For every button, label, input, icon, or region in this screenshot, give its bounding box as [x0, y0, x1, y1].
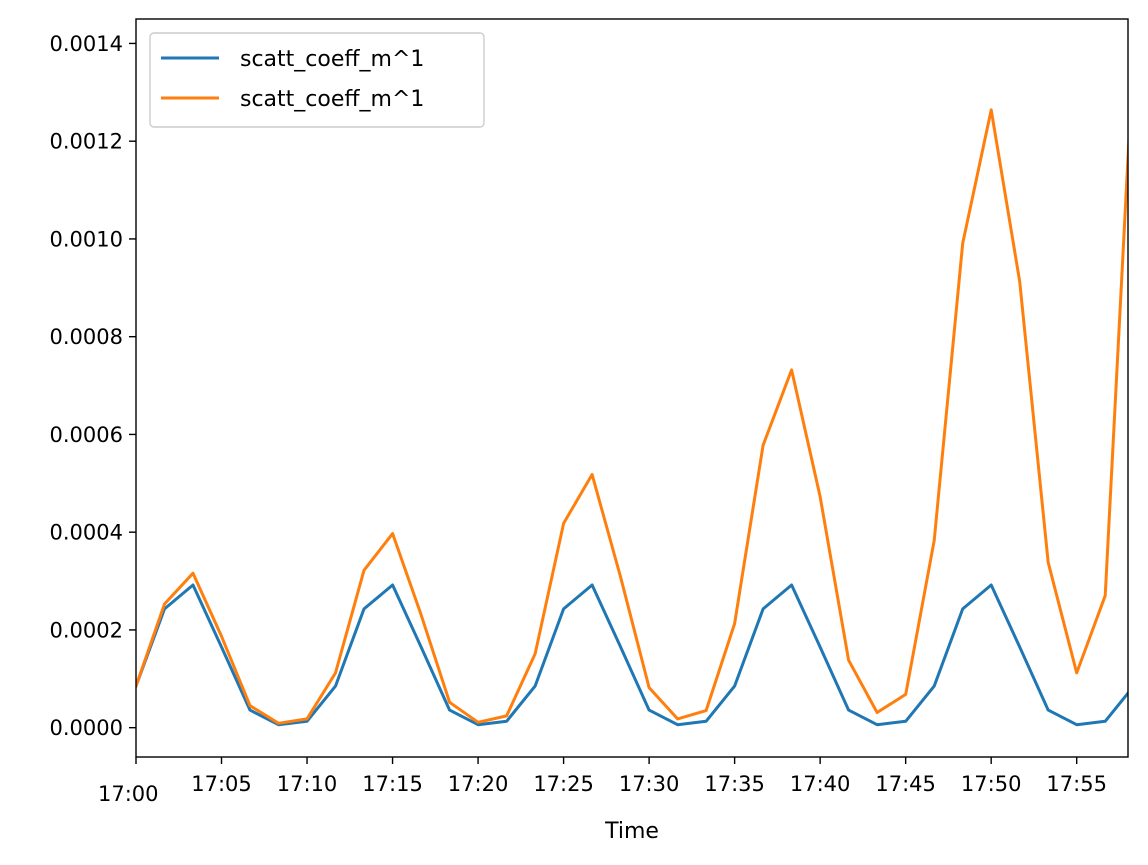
y-tick-label: 0.0012 [50, 130, 123, 154]
x-tick-label: 17:55 [1046, 772, 1107, 796]
legend-label: scatt_coeff_m^1 [240, 87, 424, 112]
y-tick-label: 0.0000 [50, 716, 123, 740]
y-axis-ticks: 0.0000 0.0002 0.0004 0.0006 0.0008 0.0010 0.00… [50, 32, 136, 740]
x-axis-ticks: 17:00 17:05 17:10 17:15 17:20 17:25 17:30 17:35… [98, 757, 1107, 806]
x-tick-label: 17:10 [277, 772, 338, 796]
plot-border [135, 18, 1129, 758]
x-tick-label: 17:40 [790, 772, 851, 796]
y-tick-label: 0.0006 [50, 423, 123, 447]
y-tick-label: 0.0010 [50, 227, 123, 251]
x-tick-label: 17:00 [98, 782, 159, 806]
legend: scatt_coeff_m^1 scatt_coeff_m^1 [149, 32, 485, 128]
x-tick-label: 17:05 [191, 772, 252, 796]
y-tick-label: 0.0014 [50, 32, 123, 56]
legend-box [149, 32, 485, 128]
x-tick-label: 17:45 [875, 772, 936, 796]
plot-area: 17:00 17:05 17:10 17:15 17:20 17:25 17:30 17:35… [50, 18, 1129, 806]
x-tick-label: 17:50 [961, 772, 1022, 796]
x-tick-label: 17:25 [533, 772, 594, 796]
x-axis-title: Time [604, 819, 659, 844]
x-tick-label: 17:20 [448, 772, 509, 796]
y-tick-label: 0.0004 [50, 521, 123, 545]
y-tick-label: 0.0002 [50, 618, 123, 642]
series-line-1 [136, 583, 1128, 727]
series-layer [136, 108, 1128, 727]
x-tick-label: 17:35 [704, 772, 765, 796]
x-tick-label: 17:15 [362, 772, 423, 796]
y-tick-label: 0.0008 [50, 325, 123, 349]
x-tick-label: 17:30 [619, 772, 680, 796]
plot-frame [136, 19, 1128, 757]
legend-label: scatt_coeff_m^1 [240, 47, 424, 72]
series-line-2 [136, 108, 1128, 725]
